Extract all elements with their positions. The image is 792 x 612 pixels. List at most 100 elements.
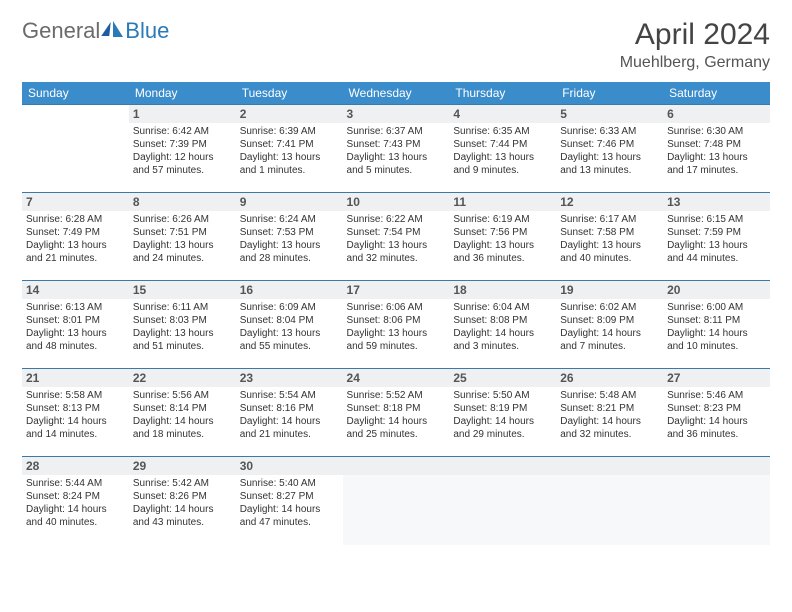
sunrise-line: Sunrise: 5:42 AM <box>133 477 232 490</box>
calendar-cell: 16Sunrise: 6:09 AMSunset: 8:04 PMDayligh… <box>236 281 343 369</box>
title-block: April 2024 Muehlberg, Germany <box>620 18 770 72</box>
sunset-line: Sunset: 8:04 PM <box>240 314 339 327</box>
day-info: Sunrise: 6:04 AMSunset: 8:08 PMDaylight:… <box>449 299 556 353</box>
sunrise-line: Sunrise: 6:19 AM <box>453 213 552 226</box>
sunrise-line: Sunrise: 5:58 AM <box>26 389 125 402</box>
calendar-cell: 9Sunrise: 6:24 AMSunset: 7:53 PMDaylight… <box>236 193 343 281</box>
sunset-line: Sunset: 7:48 PM <box>667 138 766 151</box>
weekday-header: Wednesday <box>343 82 450 105</box>
calendar-cell <box>556 457 663 545</box>
day-number: 30 <box>236 457 343 475</box>
daylight-line: Daylight: 14 hours and 25 minutes. <box>347 415 446 441</box>
day-info: Sunrise: 6:37 AMSunset: 7:43 PMDaylight:… <box>343 123 450 177</box>
weekday-header: Tuesday <box>236 82 343 105</box>
day-number: 6 <box>663 105 770 123</box>
daylight-line: Daylight: 13 hours and 24 minutes. <box>133 239 232 265</box>
calendar-cell: 11Sunrise: 6:19 AMSunset: 7:56 PMDayligh… <box>449 193 556 281</box>
calendar-cell: 25Sunrise: 5:50 AMSunset: 8:19 PMDayligh… <box>449 369 556 457</box>
sunrise-line: Sunrise: 5:50 AM <box>453 389 552 402</box>
day-info: Sunrise: 5:58 AMSunset: 8:13 PMDaylight:… <box>22 387 129 441</box>
sunrise-line: Sunrise: 6:42 AM <box>133 125 232 138</box>
sunrise-line: Sunrise: 5:48 AM <box>560 389 659 402</box>
sunrise-line: Sunrise: 6:33 AM <box>560 125 659 138</box>
day-number: 29 <box>129 457 236 475</box>
daylight-line: Daylight: 13 hours and 9 minutes. <box>453 151 552 177</box>
sunrise-line: Sunrise: 6:09 AM <box>240 301 339 314</box>
day-number: 7 <box>22 193 129 211</box>
day-info: Sunrise: 6:00 AMSunset: 8:11 PMDaylight:… <box>663 299 770 353</box>
daylight-line: Daylight: 14 hours and 43 minutes. <box>133 503 232 529</box>
sunset-line: Sunset: 7:43 PM <box>347 138 446 151</box>
sunset-line: Sunset: 8:06 PM <box>347 314 446 327</box>
sunrise-line: Sunrise: 5:40 AM <box>240 477 339 490</box>
logo-text-blue: Blue <box>125 18 169 44</box>
daylight-line: Daylight: 14 hours and 3 minutes. <box>453 327 552 353</box>
sunset-line: Sunset: 7:58 PM <box>560 226 659 239</box>
sunset-line: Sunset: 8:03 PM <box>133 314 232 327</box>
day-number: 11 <box>449 193 556 211</box>
sunset-line: Sunset: 7:46 PM <box>560 138 659 151</box>
sunrise-line: Sunrise: 6:24 AM <box>240 213 339 226</box>
daylight-line: Daylight: 13 hours and 21 minutes. <box>26 239 125 265</box>
day-info: Sunrise: 5:52 AMSunset: 8:18 PMDaylight:… <box>343 387 450 441</box>
sunrise-line: Sunrise: 6:00 AM <box>667 301 766 314</box>
calendar-cell: 12Sunrise: 6:17 AMSunset: 7:58 PMDayligh… <box>556 193 663 281</box>
day-number <box>556 457 663 475</box>
daylight-line: Daylight: 14 hours and 10 minutes. <box>667 327 766 353</box>
day-info: Sunrise: 6:28 AMSunset: 7:49 PMDaylight:… <box>22 211 129 265</box>
sunset-line: Sunset: 7:44 PM <box>453 138 552 151</box>
day-info: Sunrise: 6:02 AMSunset: 8:09 PMDaylight:… <box>556 299 663 353</box>
day-number: 27 <box>663 369 770 387</box>
day-number: 21 <box>22 369 129 387</box>
day-info: Sunrise: 6:35 AMSunset: 7:44 PMDaylight:… <box>449 123 556 177</box>
sunrise-line: Sunrise: 6:11 AM <box>133 301 232 314</box>
calendar-cell: 6Sunrise: 6:30 AMSunset: 7:48 PMDaylight… <box>663 105 770 193</box>
daylight-line: Daylight: 14 hours and 40 minutes. <box>26 503 125 529</box>
day-number <box>343 457 450 475</box>
sunset-line: Sunset: 7:51 PM <box>133 226 232 239</box>
calendar-cell: 15Sunrise: 6:11 AMSunset: 8:03 PMDayligh… <box>129 281 236 369</box>
day-number: 16 <box>236 281 343 299</box>
daylight-line: Daylight: 13 hours and 13 minutes. <box>560 151 659 177</box>
sunset-line: Sunset: 8:26 PM <box>133 490 232 503</box>
logo-text-general: General <box>22 18 100 44</box>
calendar-cell <box>449 457 556 545</box>
daylight-line: Daylight: 13 hours and 28 minutes. <box>240 239 339 265</box>
day-info: Sunrise: 6:15 AMSunset: 7:59 PMDaylight:… <box>663 211 770 265</box>
daylight-line: Daylight: 13 hours and 32 minutes. <box>347 239 446 265</box>
daylight-line: Daylight: 13 hours and 17 minutes. <box>667 151 766 177</box>
sunset-line: Sunset: 7:49 PM <box>26 226 125 239</box>
calendar-cell: 26Sunrise: 5:48 AMSunset: 8:21 PMDayligh… <box>556 369 663 457</box>
day-number: 20 <box>663 281 770 299</box>
sunset-line: Sunset: 8:21 PM <box>560 402 659 415</box>
logo-sail-icon <box>113 21 123 37</box>
day-number: 9 <box>236 193 343 211</box>
calendar-cell: 22Sunrise: 5:56 AMSunset: 8:14 PMDayligh… <box>129 369 236 457</box>
day-number <box>449 457 556 475</box>
day-number: 12 <box>556 193 663 211</box>
sunset-line: Sunset: 8:24 PM <box>26 490 125 503</box>
sunset-line: Sunset: 8:13 PM <box>26 402 125 415</box>
sunset-line: Sunset: 8:11 PM <box>667 314 766 327</box>
calendar-cell <box>343 457 450 545</box>
weekday-header: Monday <box>129 82 236 105</box>
sunrise-line: Sunrise: 5:44 AM <box>26 477 125 490</box>
sunset-line: Sunset: 8:14 PM <box>133 402 232 415</box>
daylight-line: Daylight: 13 hours and 44 minutes. <box>667 239 766 265</box>
day-number: 22 <box>129 369 236 387</box>
sunrise-line: Sunrise: 5:46 AM <box>667 389 766 402</box>
day-number <box>663 457 770 475</box>
weekday-header: Friday <box>556 82 663 105</box>
sunset-line: Sunset: 8:18 PM <box>347 402 446 415</box>
day-info: Sunrise: 6:11 AMSunset: 8:03 PMDaylight:… <box>129 299 236 353</box>
page-title: April 2024 <box>620 18 770 52</box>
day-number: 14 <box>22 281 129 299</box>
day-number: 3 <box>343 105 450 123</box>
calendar-table: SundayMondayTuesdayWednesdayThursdayFrid… <box>22 82 770 545</box>
day-info: Sunrise: 5:46 AMSunset: 8:23 PMDaylight:… <box>663 387 770 441</box>
day-info: Sunrise: 6:06 AMSunset: 8:06 PMDaylight:… <box>343 299 450 353</box>
sunset-line: Sunset: 8:16 PM <box>240 402 339 415</box>
calendar-body: 1Sunrise: 6:42 AMSunset: 7:39 PMDaylight… <box>22 105 770 545</box>
sunset-line: Sunset: 8:27 PM <box>240 490 339 503</box>
calendar-cell: 27Sunrise: 5:46 AMSunset: 8:23 PMDayligh… <box>663 369 770 457</box>
